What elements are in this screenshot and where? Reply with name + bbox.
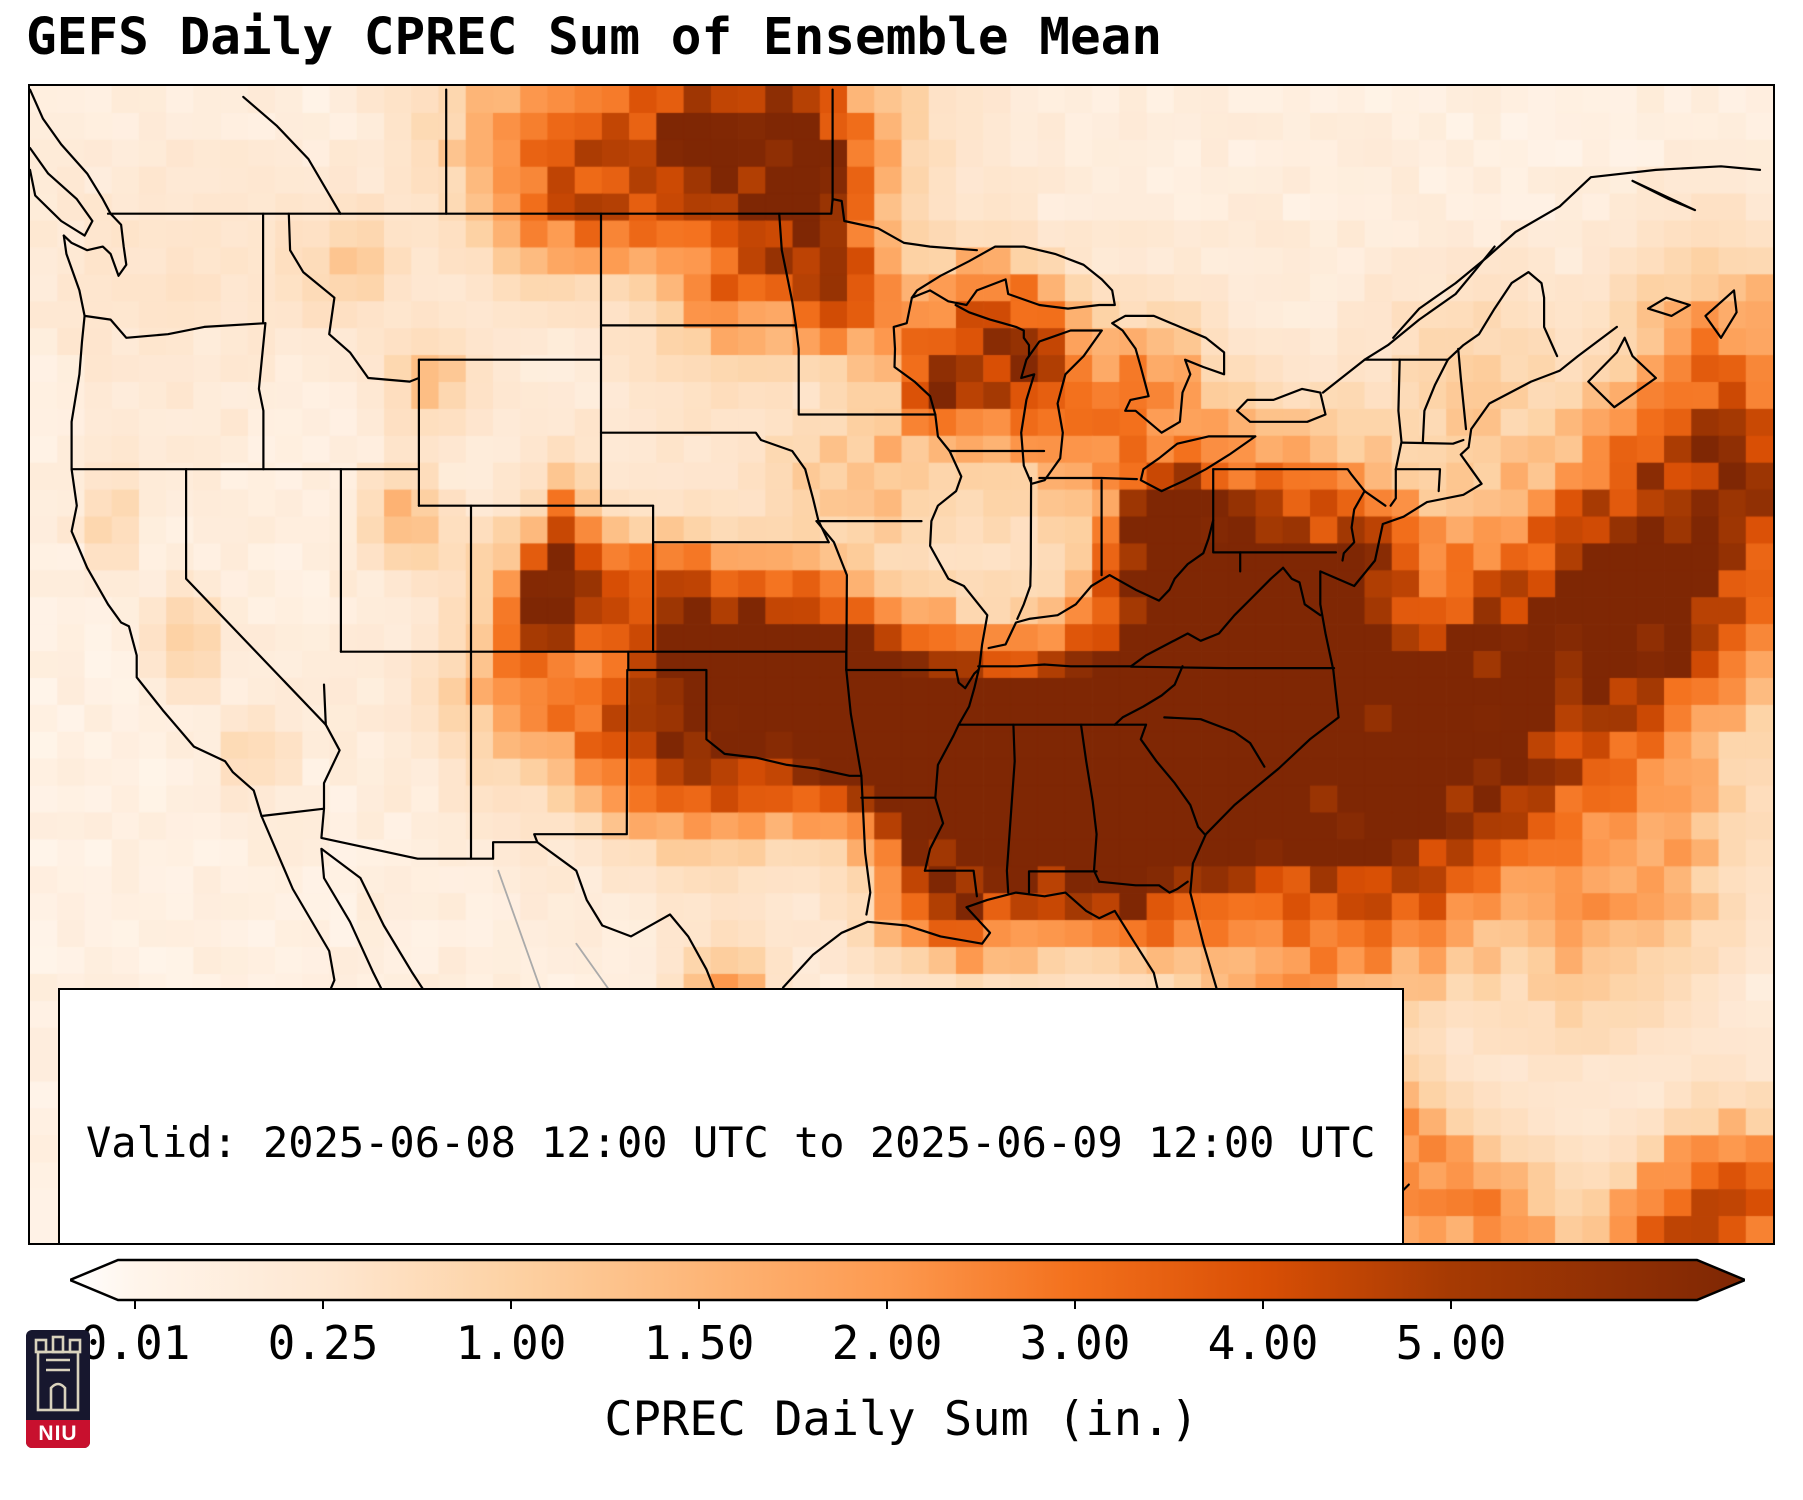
border-line — [185, 468, 327, 726]
border-line — [1587, 336, 1657, 409]
niu-logo-text: NIU — [38, 1422, 78, 1445]
border-line — [892, 296, 989, 872]
border-line — [1631, 179, 1697, 212]
border-line — [1139, 723, 1206, 836]
colorbar-tick-label: 4.00 — [1207, 1316, 1319, 1370]
border-line — [30, 88, 128, 277]
border-line — [1027, 870, 1098, 894]
colorbar-gradient-bar — [66, 1258, 1749, 1309]
border-line — [1394, 468, 1442, 493]
border-line — [242, 95, 342, 215]
colorbar-tick-label: 3.00 — [1019, 1316, 1131, 1370]
colorbar-tick-label: 2.00 — [831, 1316, 943, 1370]
basemap-borders — [30, 88, 1762, 1226]
border-line — [977, 663, 1133, 668]
border-line — [954, 303, 1031, 358]
border-line — [845, 668, 980, 690]
border-line — [845, 650, 863, 777]
border-line — [1129, 665, 1336, 670]
border-line — [774, 325, 1618, 1088]
map-axes: Valid: 2025-06-08 12:00 UTC to 2025-06-0… — [28, 84, 1775, 1245]
border-line — [1457, 347, 1468, 431]
border-line — [83, 314, 267, 339]
border-line — [106, 198, 978, 252]
border-line — [1647, 296, 1691, 317]
colorbar — [66, 1258, 1749, 1312]
border-line — [1129, 566, 1285, 668]
border-line — [287, 212, 420, 383]
colorbar-arrow-shape — [66, 1258, 1749, 1302]
colorbar-tick-labels: 0.01 0.25 1.00 1.50 2.00 3.00 4.00 5.00 — [70, 1316, 1745, 1372]
figure-title: GEFS Daily CPREC Sum of Ensemble Mean — [26, 8, 1163, 67]
border-line — [30, 146, 94, 237]
colorbar-tick-label: 0.25 — [267, 1316, 379, 1370]
border-line — [1446, 271, 1559, 361]
niu-logo: NIU — [26, 1330, 90, 1448]
colorbar-tick-label: 0.01 — [79, 1316, 191, 1370]
niu-logo-banner: NIU — [26, 1420, 90, 1448]
colorbar-tick-label: 5.00 — [1395, 1316, 1507, 1370]
border-line — [987, 519, 1215, 650]
border-line — [1394, 358, 1403, 471]
border-line — [1005, 723, 1016, 894]
border-line — [815, 520, 923, 672]
colorbar-tick-label: 1.00 — [455, 1316, 567, 1370]
border-line — [778, 212, 937, 416]
border-line — [1020, 329, 1103, 485]
border-line — [1282, 566, 1322, 617]
border-line — [1212, 468, 1387, 507]
valid-run-info-box: Valid: 2025-06-08 12:00 UTC to 2025-06-0… — [58, 988, 1404, 1243]
border-line — [1038, 476, 1138, 481]
border-line — [1139, 435, 1257, 493]
border-line — [533, 668, 629, 844]
border-line — [599, 431, 830, 544]
border-line — [1098, 880, 1189, 894]
border-line — [1392, 165, 1762, 339]
border-line — [1111, 314, 1226, 434]
border-line — [1163, 716, 1266, 768]
colorbar-axis-label: CPREC Daily Sum (in.) — [604, 1392, 1199, 1447]
border-line — [1016, 476, 1033, 620]
border-line — [1079, 723, 1101, 883]
valid-time-text: Valid: 2025-06-08 12:00 UTC to 2025-06-0… — [86, 1117, 1376, 1167]
colorbar-tick-marks — [134, 1300, 1452, 1309]
border-line — [1400, 438, 1465, 445]
colorbar-tick-label: 1.50 — [643, 1316, 755, 1370]
border-line — [923, 869, 978, 898]
border-line — [1704, 289, 1738, 339]
border-line — [1421, 358, 1449, 444]
border-line — [1212, 468, 1242, 573]
border-line — [860, 774, 872, 916]
border-line — [1236, 387, 1327, 423]
border-line — [62, 234, 263, 818]
border-line — [1389, 468, 1397, 507]
niu-castle-icon — [34, 1335, 82, 1412]
border-line — [322, 683, 341, 810]
border-line — [1341, 490, 1366, 562]
border-line — [257, 322, 267, 471]
border-line — [1113, 665, 1184, 726]
border-line — [627, 650, 863, 777]
border-line — [910, 245, 1116, 310]
